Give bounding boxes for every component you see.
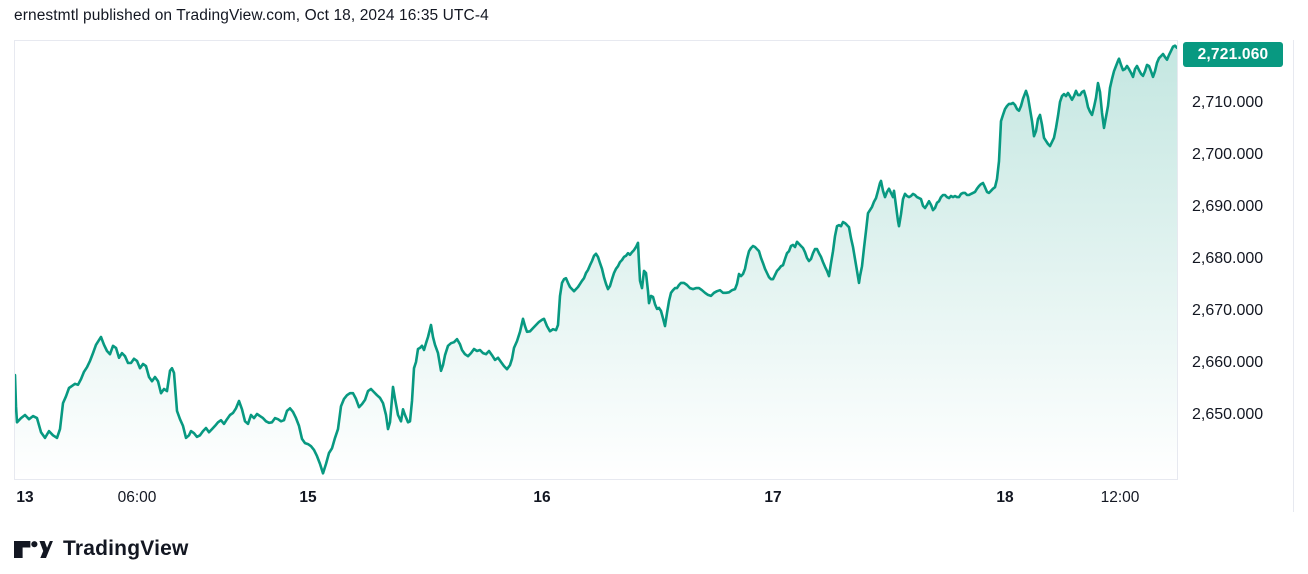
price-tick-label: 2,710.000 <box>1192 93 1264 111</box>
price-area-fill <box>15 45 1177 479</box>
tradingview-logo-icon <box>14 540 53 558</box>
time-tick-label: 18 <box>996 489 1014 506</box>
time-tick-label: 15 <box>299 489 317 506</box>
time-tick-label: 13 <box>16 489 34 506</box>
time-tick-label: 12:00 <box>1100 489 1140 506</box>
time-tick-label: 06:00 <box>117 489 157 506</box>
axis-right-border <box>1293 40 1294 512</box>
price-tick-label: 2,690.000 <box>1192 198 1264 215</box>
price-tick-label: 2,650.000 <box>1192 406 1264 424</box>
price-tick-label: 2,670.000 <box>1192 302 1264 319</box>
price-tick-label: 2,680.000 <box>1192 250 1264 267</box>
price-line <box>15 44 1177 475</box>
last-price-badge: 2,721.060 <box>1183 42 1283 67</box>
price-area-chart <box>15 44 1177 479</box>
price-tick-label: 2,700.000 <box>1192 146 1264 163</box>
time-tick-label: 16 <box>533 489 551 506</box>
tradingview-wordmark: TradingView <box>63 537 189 560</box>
time-tick-label: 17 <box>764 489 782 506</box>
attribution-text: ernestmtl published on TradingView.com, … <box>14 7 489 24</box>
tradingview-brand-link[interactable]: TradingView <box>14 536 189 562</box>
price-tick-label: 2,660.000 <box>1192 354 1264 371</box>
chart-pane <box>14 40 1178 480</box>
